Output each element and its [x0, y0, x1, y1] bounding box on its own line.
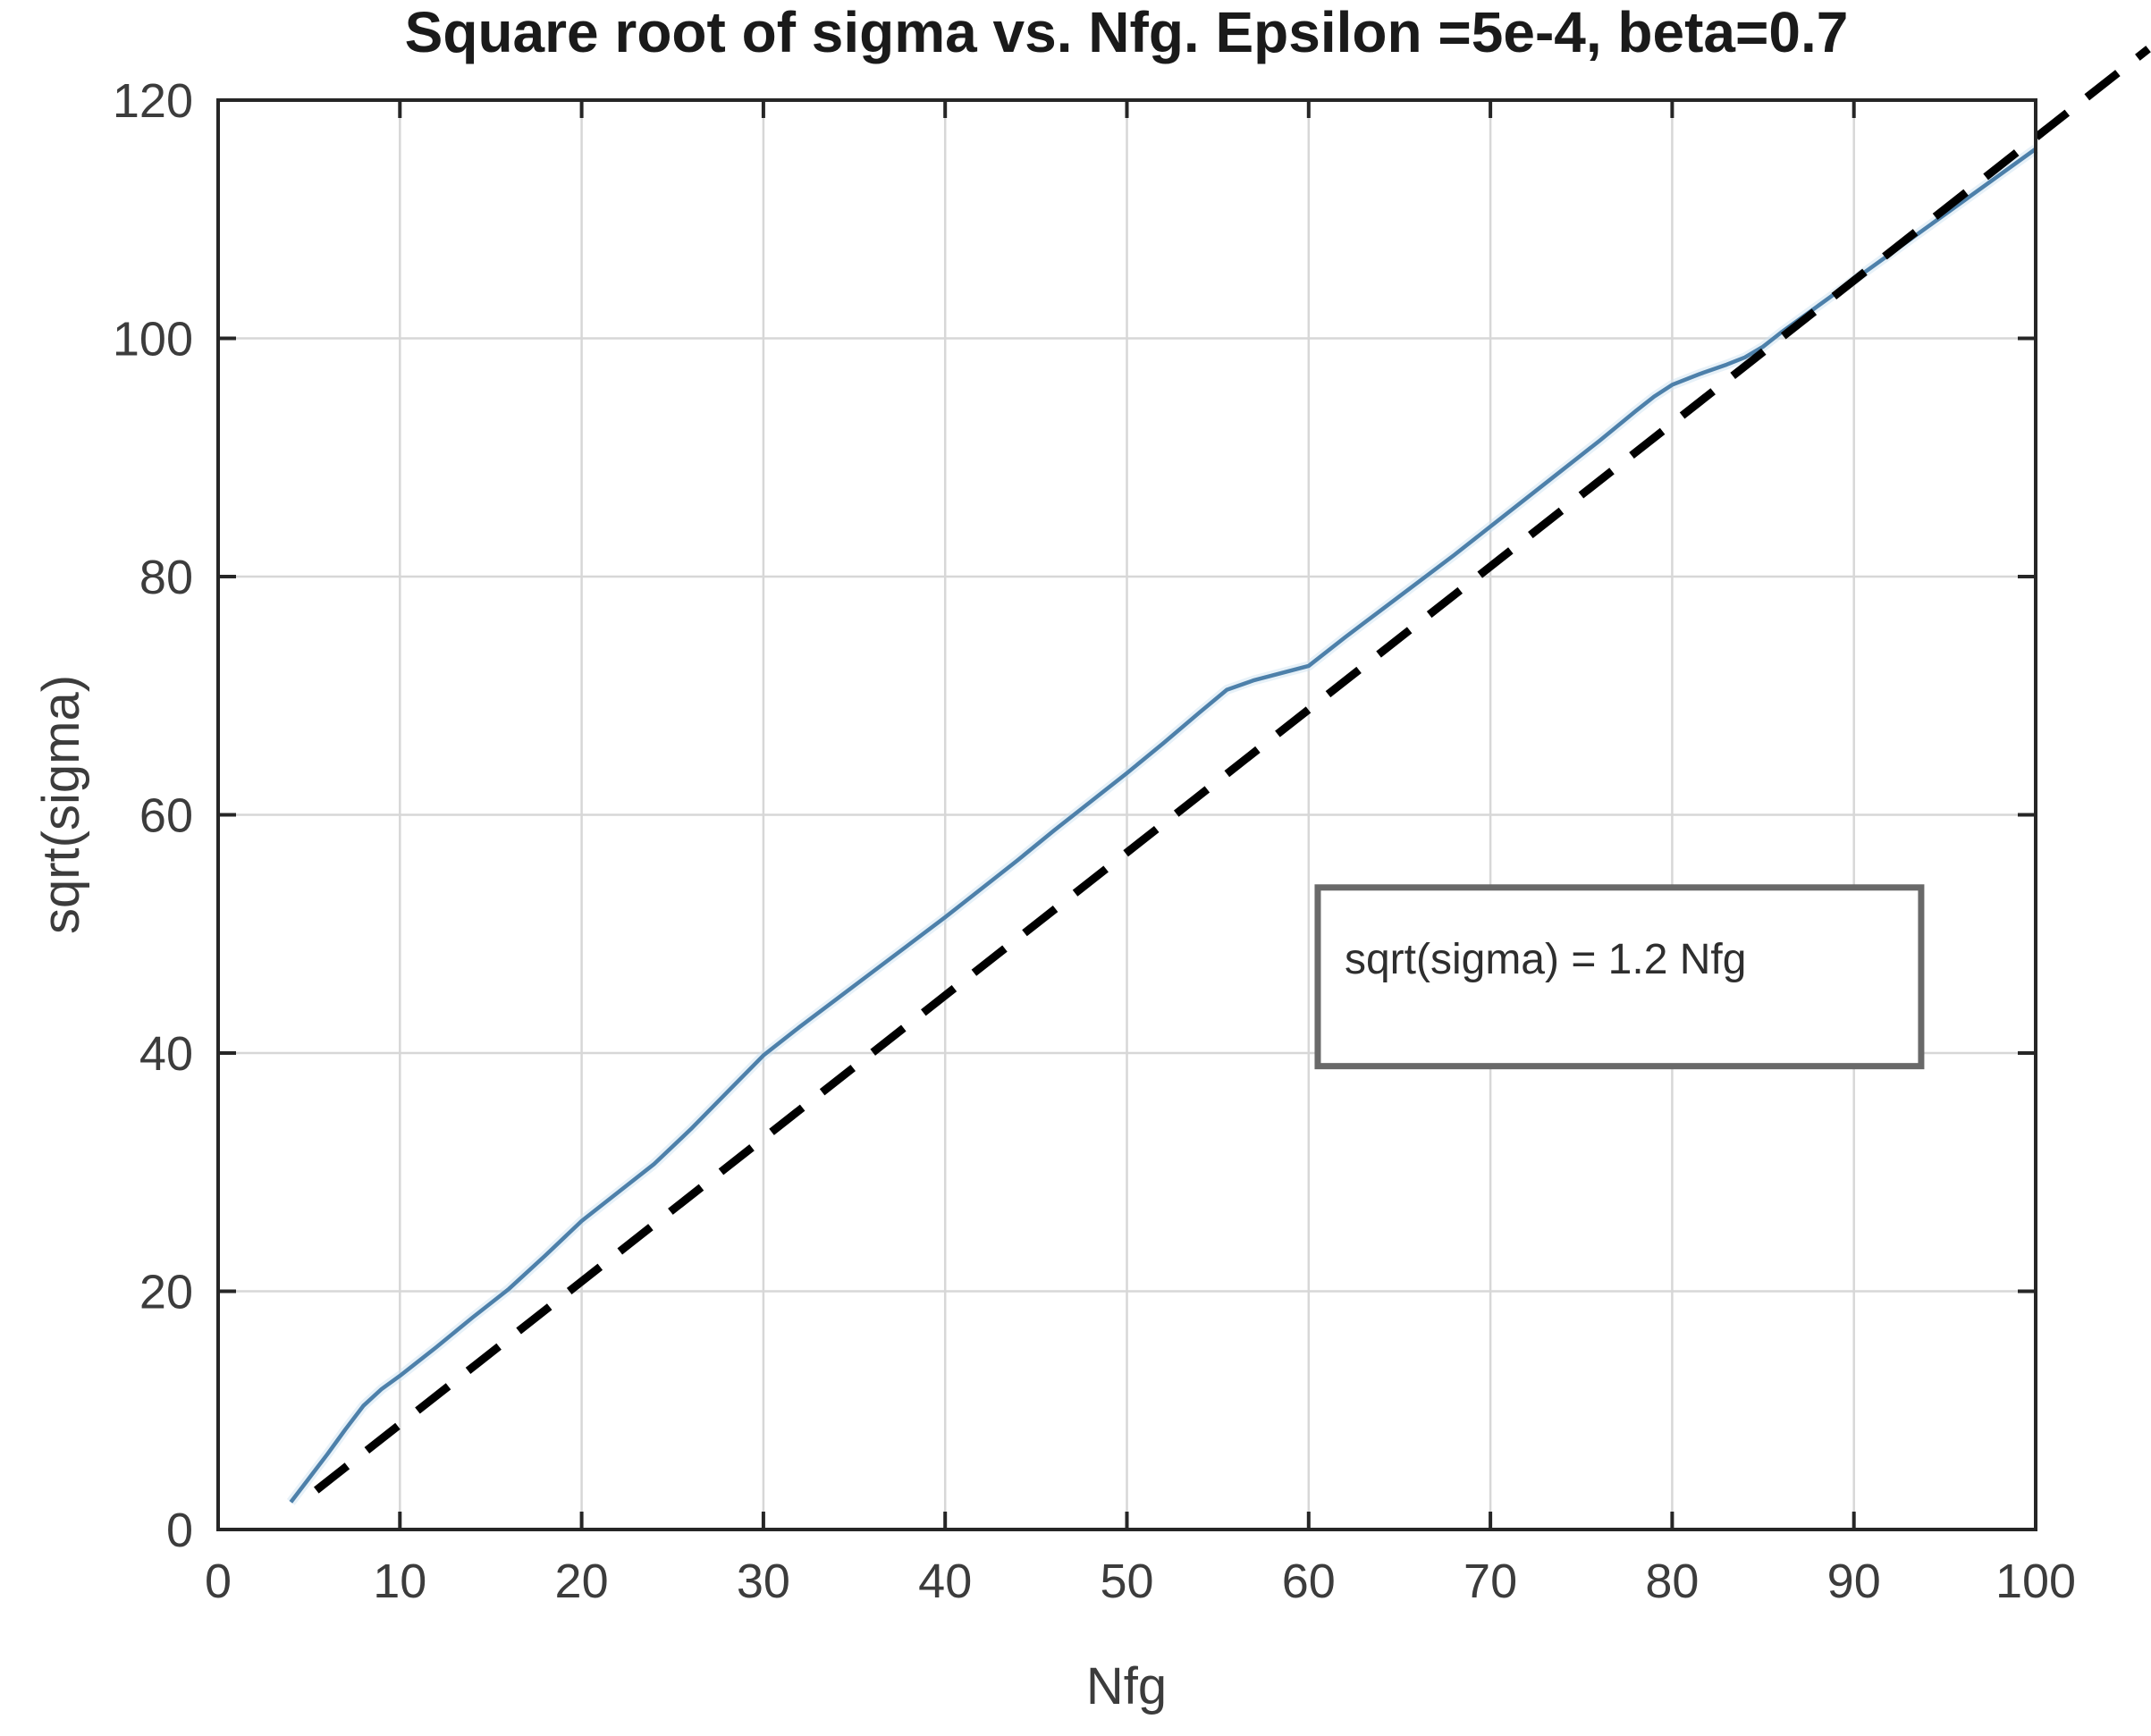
y-axis-label: sqrt(sigma) — [32, 675, 90, 934]
x-tick-label: 90 — [1827, 1555, 1881, 1608]
x-tick-label: 60 — [1282, 1555, 1336, 1608]
x-tick-label: 30 — [737, 1555, 790, 1608]
x-tick-label: 10 — [373, 1555, 426, 1608]
y-tick-label: 40 — [139, 1027, 193, 1081]
tick-labels: 0 10 20 30 40 50 60 70 80 90 100 0 20 40 60 80 100 120 — [113, 74, 2076, 1608]
y-tick-label: 20 — [139, 1266, 193, 1319]
y-tick-label: 100 — [113, 313, 193, 367]
x-tick-label: 70 — [1464, 1555, 1517, 1608]
x-tick-label: 50 — [1100, 1555, 1153, 1608]
x-tick-label: 20 — [555, 1555, 609, 1608]
data-series — [286, 46, 2151, 1505]
annotation-rect — [1314, 884, 1925, 1070]
x-tick-label: 80 — [1645, 1555, 1699, 1608]
measured-curve — [289, 147, 2037, 1504]
y-tick-label: 60 — [139, 789, 193, 843]
reference-dashed-line — [313, 46, 2151, 1494]
y-tick-label: 120 — [113, 74, 193, 128]
annotation-label: sqrt(sigma) = 1.2 Nfg — [1345, 936, 1746, 983]
x-tick-label: 100 — [1995, 1555, 2076, 1608]
x-tick-label: 40 — [918, 1555, 972, 1608]
y-tick-label: 80 — [139, 551, 193, 604]
annotation-box: sqrt(sigma) = 1.2 Nfg — [1314, 884, 1925, 1070]
x-tick-label: 0 — [205, 1555, 232, 1608]
x-axis-label: Nfg — [1086, 1657, 1167, 1715]
tick-marks — [216, 98, 2037, 1531]
chart-title: Square root of sigma vs. Nfg. Epsilon =5… — [405, 0, 1849, 64]
y-tick-label: 0 — [166, 1504, 193, 1557]
